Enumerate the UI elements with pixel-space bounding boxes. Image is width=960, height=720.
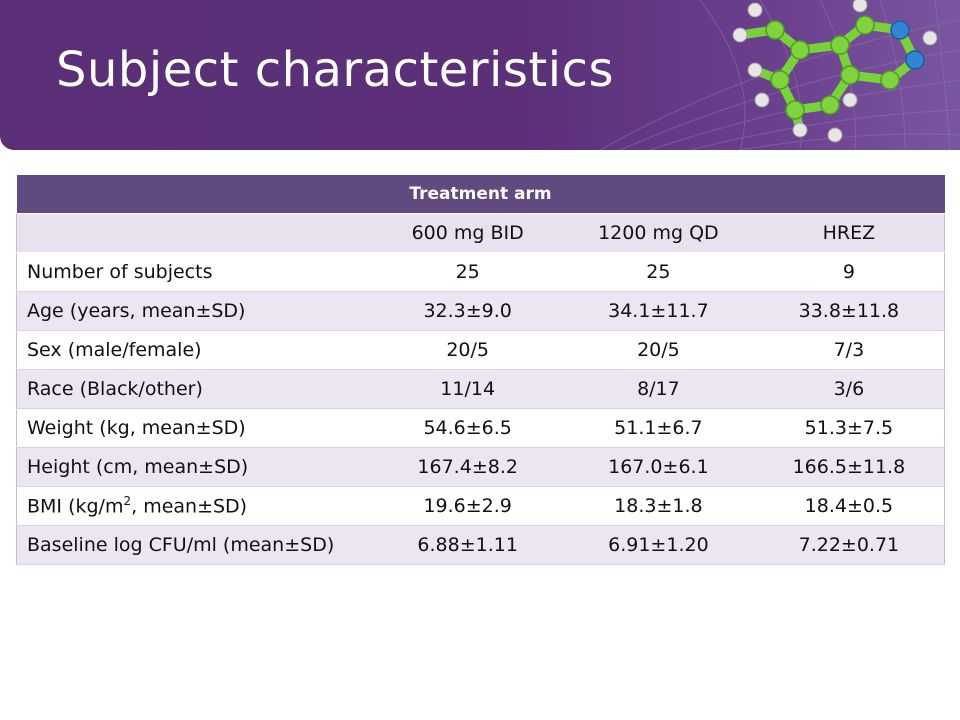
cell-value: 18.4±0.5 (753, 486, 945, 526)
row-label: Number of subjects (16, 252, 373, 292)
treatment-arm-header: Treatment arm (16, 175, 945, 214)
table-row: Race (Black/other) 11/14 8/17 3/6 (16, 369, 945, 409)
cell-value: 34.1±11.7 (563, 291, 754, 331)
cell-value: 20/5 (563, 330, 754, 370)
superscript: 2 (123, 494, 132, 509)
row-label: Sex (male/female) (16, 330, 373, 370)
cell-value: 25 (372, 252, 564, 292)
column-header-row: 600 mg BID 1200 mg QD HREZ (16, 213, 945, 253)
cell-value: 32.3±9.0 (372, 291, 564, 331)
row-label: Age (years, mean±SD) (16, 291, 373, 331)
column-header-1200mg-qd: 1200 mg QD (563, 213, 754, 253)
cell-value: 8/17 (563, 369, 754, 409)
subject-characteristics-table: Treatment arm 600 mg BID 1200 mg QD HREZ… (16, 175, 945, 565)
table-row: BMI (kg/m2, mean±SD) 19.6±2.9 18.3±1.8 1… (16, 486, 945, 526)
cell-value: 54.6±6.5 (372, 408, 564, 448)
table-row: Sex (male/female) 20/5 20/5 7/3 (16, 330, 945, 370)
cell-value: 166.5±11.8 (753, 447, 945, 487)
title-banner: Subject characteristics (0, 0, 960, 150)
cell-value: 3/6 (753, 369, 945, 409)
row-label: Baseline log CFU/ml (mean±SD) (16, 525, 373, 565)
cell-value: 7.22±0.71 (753, 525, 945, 565)
row-label: Race (Black/other) (16, 369, 373, 409)
cell-value: 9 (753, 252, 945, 292)
cell-value: 20/5 (372, 330, 564, 370)
row-label: Weight (kg, mean±SD) (16, 408, 373, 448)
column-header-empty (16, 213, 373, 253)
table-row: Number of subjects 25 25 9 (16, 252, 945, 292)
cell-value: 6.91±1.20 (563, 525, 754, 565)
cell-value: 18.3±1.8 (563, 486, 754, 526)
column-header-600mg-bid: 600 mg BID (372, 213, 564, 253)
slide-title: Subject characteristics (56, 42, 614, 98)
cell-value: 7/3 (753, 330, 945, 370)
row-label-text: , mean±SD) (131, 495, 248, 518)
cell-value: 51.1±6.7 (563, 408, 754, 448)
cell-value: 6.88±1.11 (372, 525, 564, 565)
cell-value: 25 (563, 252, 754, 292)
cell-value: 167.4±8.2 (372, 447, 564, 487)
table-row: Height (cm, mean±SD) 167.4±8.2 167.0±6.1… (16, 447, 945, 487)
cell-value: 19.6±2.9 (372, 486, 564, 526)
cell-value: 51.3±7.5 (753, 408, 945, 448)
table-row: Weight (kg, mean±SD) 54.6±6.5 51.1±6.7 5… (16, 408, 945, 448)
row-label: BMI (kg/m2, mean±SD) (16, 486, 373, 526)
cell-value: 33.8±11.8 (753, 291, 945, 331)
table-row: Baseline log CFU/ml (mean±SD) 6.88±1.11 … (16, 525, 945, 565)
row-label-text: BMI (kg/m (27, 495, 124, 518)
column-header-hrez: HREZ (753, 213, 945, 253)
cell-value: 167.0±6.1 (563, 447, 754, 487)
table-row: Age (years, mean±SD) 32.3±9.0 34.1±11.7 … (16, 291, 945, 331)
cell-value: 11/14 (372, 369, 564, 409)
row-label: Height (cm, mean±SD) (16, 447, 373, 487)
molecule-illustration-icon (732, 0, 938, 143)
table-group-header-row: Treatment arm (16, 175, 945, 214)
